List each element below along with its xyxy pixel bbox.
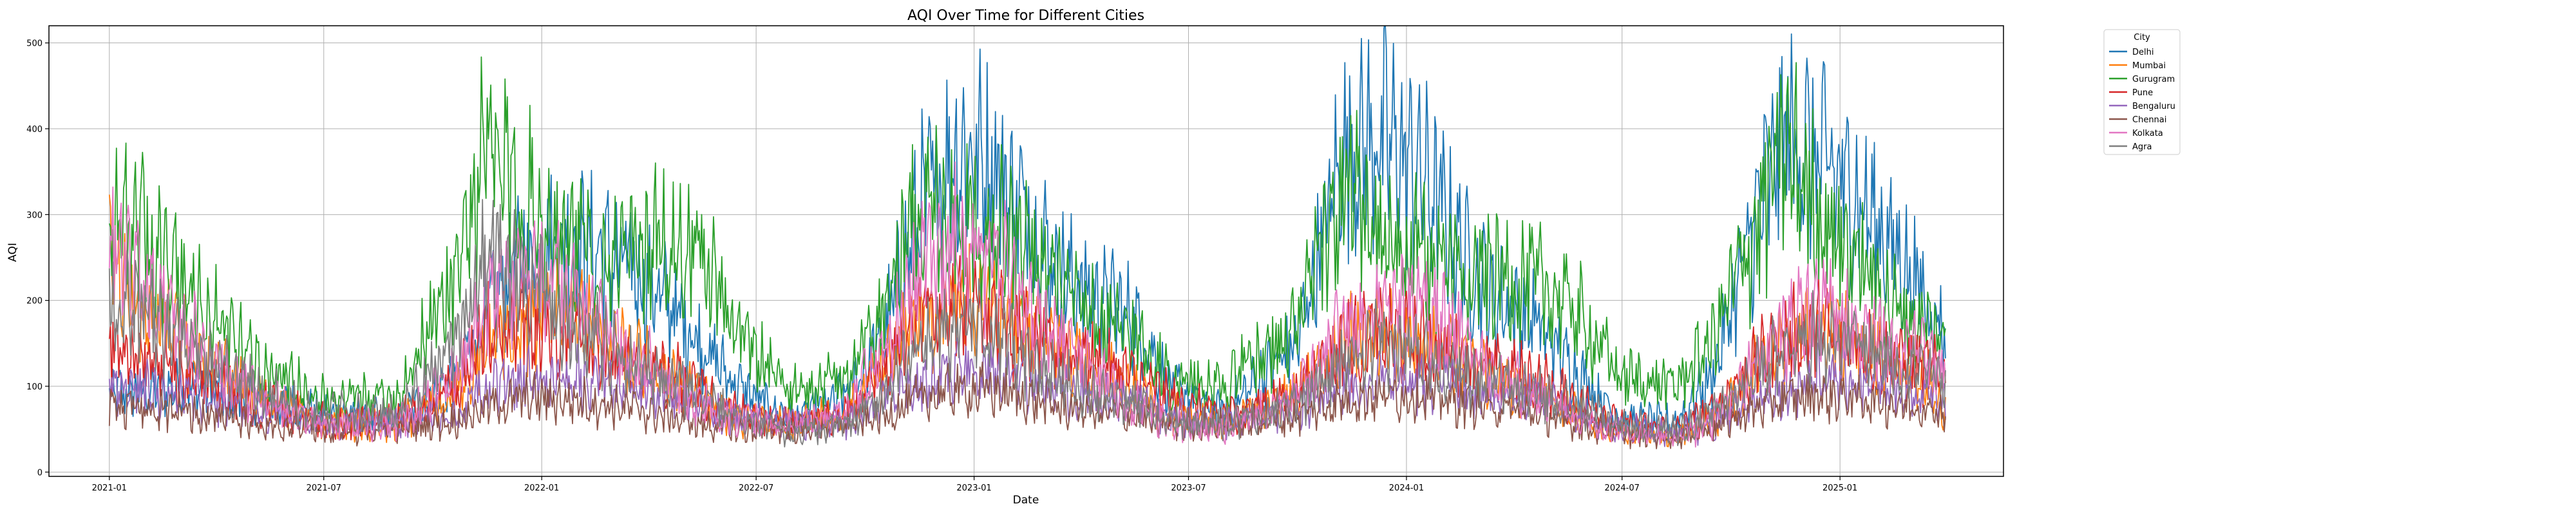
x-tick-label: 2024-01 <box>1389 483 1424 493</box>
x-tick-label: 2023-01 <box>956 483 991 493</box>
x-tick-label: 2023-07 <box>1171 483 1206 493</box>
y-tick-label: 0 <box>37 468 43 478</box>
x-axis-label: Date <box>1013 494 1039 507</box>
legend-title: City <box>2134 33 2150 42</box>
series-lines <box>108 26 1946 449</box>
x-tick-label: 2025-01 <box>1823 483 1857 493</box>
y-tick-label: 500 <box>26 39 43 49</box>
legend-entry: Bengaluru <box>2132 102 2175 111</box>
legend-entry: Mumbai <box>2132 61 2166 71</box>
x-tick-label: 2021-01 <box>92 483 127 493</box>
y-axis: 0 100 200 300 400 500 <box>26 39 49 478</box>
y-axis-label: AQI <box>6 243 19 262</box>
legend-entry: Kolkata <box>2132 129 2163 138</box>
legend-entry: Pune <box>2132 88 2153 98</box>
legend-entry: Gurugram <box>2132 75 2175 84</box>
series-line-kolkata <box>108 161 1946 448</box>
y-tick-label: 300 <box>26 211 43 220</box>
y-tick-label: 200 <box>26 297 43 306</box>
legend-entry: Delhi <box>2132 48 2154 57</box>
x-tick-label: 2021-07 <box>307 483 341 493</box>
legend: City Delhi Mumbai Gurugram Pune Bengaluru Che… <box>2103 29 2181 155</box>
series-line-agra <box>108 199 1946 448</box>
x-tick-label: 2022-07 <box>739 483 773 493</box>
series-line-chennai <box>108 361 1946 449</box>
x-axis: 2021-01 2021-07 2022-01 2022-07 2023-01 2023-… <box>92 476 1857 493</box>
y-tick-label: 100 <box>26 382 43 392</box>
legend-entry: Chennai <box>2132 115 2166 125</box>
x-tick-label: 2024-07 <box>1605 483 1640 493</box>
series-line-gurugram <box>108 56 1946 426</box>
x-tick-label: 2022-01 <box>524 483 559 493</box>
chart-title: AQI Over Time for Different Cities <box>907 8 1144 24</box>
legend-box <box>2103 29 2181 155</box>
legend-entry: Agra <box>2132 142 2152 152</box>
y-tick-label: 400 <box>26 125 43 135</box>
plot-frame <box>48 25 2004 477</box>
